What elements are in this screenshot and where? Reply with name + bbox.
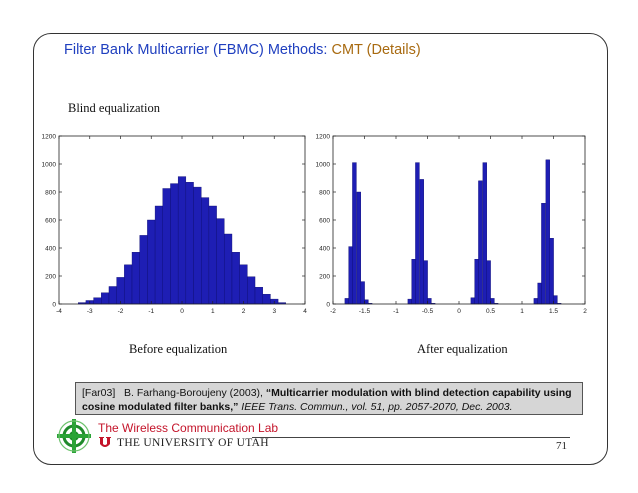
x-tick-label: -1 bbox=[393, 308, 399, 315]
y-tick-label: 1200 bbox=[42, 134, 57, 141]
histogram-bar bbox=[177, 176, 187, 305]
histogram-bar bbox=[170, 183, 179, 305]
histogram-bar bbox=[93, 297, 102, 305]
x-tick-label: -4 bbox=[56, 308, 62, 315]
histogram-bar bbox=[407, 298, 413, 305]
histogram-bar bbox=[139, 235, 148, 305]
histogram-bar bbox=[549, 237, 554, 305]
histogram-bar bbox=[541, 202, 546, 305]
y-tick-label: 400 bbox=[319, 246, 330, 253]
histogram-bar bbox=[364, 299, 369, 305]
histogram-bar bbox=[154, 205, 163, 305]
histogram-bar bbox=[545, 159, 550, 305]
x-tick-label: 2 bbox=[583, 308, 587, 315]
histogram-bar bbox=[162, 188, 171, 305]
utah-u-logo-icon bbox=[99, 437, 111, 447]
histogram-bar bbox=[216, 218, 225, 305]
histogram-bar bbox=[470, 297, 476, 305]
x-tick-label: 4 bbox=[303, 308, 307, 315]
histogram-bar bbox=[419, 179, 424, 305]
histogram-after: 0 200 400 600 800 1000 1200 -2 -1.5 -1 -0.5 0 0.5 1 1.… bbox=[316, 134, 588, 316]
histogram-bar bbox=[490, 298, 495, 305]
caption-after: After equalization bbox=[417, 342, 508, 356]
x-tick-label: 0.5 bbox=[486, 308, 495, 315]
reference-journal: IEEE Trans. Commun., vol. 51, pp. 2057-2… bbox=[241, 401, 513, 413]
histogram-bar bbox=[486, 260, 491, 305]
x-tick-label: 3 bbox=[272, 308, 276, 315]
y-tick-label: 800 bbox=[319, 190, 330, 197]
x-tick-label: 1.5 bbox=[549, 308, 558, 315]
histogram-bar bbox=[185, 182, 194, 305]
histogram-bar bbox=[193, 186, 202, 305]
x-tick-label: 1 bbox=[520, 308, 524, 315]
y-tick-label: 1200 bbox=[316, 134, 331, 141]
histogram-bar bbox=[427, 298, 432, 305]
x-tick-label: 1 bbox=[211, 308, 215, 315]
histogram-bar bbox=[474, 258, 479, 305]
histogram-bar bbox=[348, 246, 353, 305]
histogram-bar bbox=[553, 295, 558, 305]
histogram-before: 0 200 400 600 800 1000 1200 -4 -3 -2 -1 0 1 2 3 4 bbox=[42, 134, 308, 316]
histogram-bar bbox=[116, 277, 125, 305]
histogram-bar bbox=[356, 191, 361, 305]
x-tick-label: -2 bbox=[330, 308, 336, 315]
section-subtitle: Blind equalization bbox=[68, 101, 160, 115]
histogram-bar bbox=[131, 251, 140, 305]
y-tick-label: 800 bbox=[45, 190, 56, 197]
university-name: THE UNIVERSITY OF UTAH bbox=[117, 437, 269, 449]
y-tick-label: 1000 bbox=[316, 162, 331, 169]
slide-title: Filter Bank Multicarrier (FBMC) Methods:… bbox=[64, 42, 421, 58]
histogram-bar bbox=[108, 286, 117, 305]
footer-rule bbox=[252, 437, 570, 438]
wireless-lab-logo-icon bbox=[57, 419, 91, 453]
histogram-bar bbox=[344, 298, 350, 305]
x-tick-label: -3 bbox=[87, 308, 93, 315]
x-tick-label: -1 bbox=[148, 308, 154, 315]
histogram-bar bbox=[247, 276, 256, 305]
histogram-bar bbox=[482, 162, 487, 305]
histogram-bar bbox=[262, 293, 271, 305]
histogram-bar bbox=[231, 251, 240, 305]
histogram-bar bbox=[201, 197, 210, 305]
x-tick-label: -2 bbox=[118, 308, 124, 315]
y-tick-label: 200 bbox=[45, 274, 56, 281]
histogram-bar bbox=[124, 264, 133, 305]
page-number: 71 bbox=[556, 440, 567, 452]
histogram-bar bbox=[352, 162, 357, 305]
y-tick-label: 400 bbox=[45, 246, 56, 253]
histogram-bar bbox=[147, 219, 156, 305]
lab-name: The Wireless Communication Lab bbox=[98, 421, 279, 435]
histogram-bar bbox=[537, 282, 542, 305]
y-tick-label: 600 bbox=[45, 218, 56, 225]
x-tick-label: 2 bbox=[242, 308, 246, 315]
reference-box: [Far03] B. Farhang-Boroujeny (2003), “Mu… bbox=[75, 382, 583, 415]
histogram-bar bbox=[423, 260, 428, 305]
histogram-bar bbox=[254, 286, 263, 305]
histogram-bar bbox=[101, 292, 110, 305]
title-prefix: Filter Bank Multicarrier (FBMC) Methods: bbox=[64, 42, 332, 58]
histogram-bar bbox=[411, 258, 416, 305]
histogram-bar bbox=[224, 233, 233, 305]
y-tick-label: 0 bbox=[52, 302, 56, 309]
reference-title: “Multicarrier modulation with blind dete… bbox=[82, 387, 572, 413]
x-tick-label: 0 bbox=[457, 308, 461, 315]
y-tick-label: 1000 bbox=[42, 162, 57, 169]
y-tick-label: 200 bbox=[319, 274, 330, 281]
x-tick-label: -0.5 bbox=[422, 308, 434, 315]
histogram-bar bbox=[533, 298, 539, 305]
y-tick-label: 600 bbox=[319, 218, 330, 225]
reference-tag: [Far03] bbox=[82, 387, 116, 399]
histogram-bar bbox=[360, 281, 365, 305]
histogram-bar bbox=[415, 162, 420, 305]
reference-authors: B. Farhang-Boroujeny (2003), bbox=[124, 387, 266, 399]
x-tick-label: -1.5 bbox=[359, 308, 371, 315]
histogram-bar bbox=[478, 180, 483, 305]
caption-before: Before equalization bbox=[129, 342, 228, 356]
histogram-bar bbox=[239, 264, 248, 305]
x-tick-label: 0 bbox=[180, 308, 184, 315]
title-highlight: CMT (Details) bbox=[331, 42, 421, 58]
y-tick-label: 0 bbox=[326, 302, 330, 309]
histogram-bar bbox=[208, 205, 217, 305]
